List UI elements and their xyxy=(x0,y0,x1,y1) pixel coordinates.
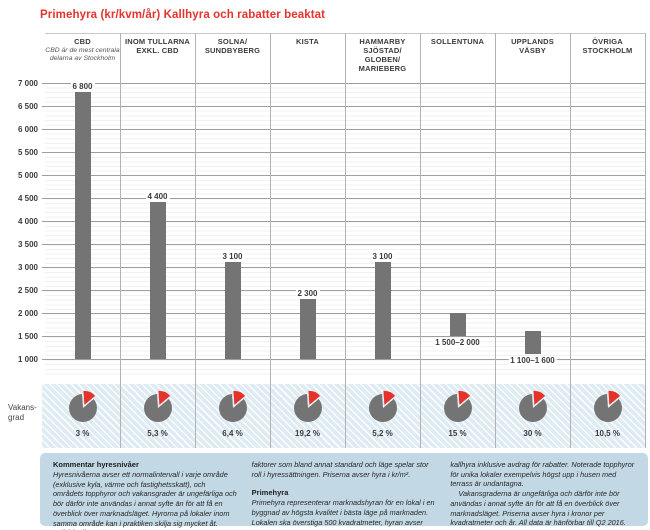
column-divider xyxy=(195,33,196,448)
gridline-5000 xyxy=(42,175,645,176)
y-axis-tick-label: 4 500 xyxy=(17,194,38,203)
rent-bar xyxy=(524,331,541,355)
y-axis-tick-label: 3 000 xyxy=(17,263,38,272)
vacancy-pie xyxy=(511,387,555,431)
vacancy-pie-icon xyxy=(518,390,547,422)
vacancy-pie-icon xyxy=(293,390,322,422)
vacancy-pie-icon xyxy=(143,390,172,422)
rent-value-label: 3 100 xyxy=(220,252,245,262)
gridline-2000 xyxy=(42,313,645,314)
gridline-6500 xyxy=(42,106,645,107)
vacancy-pie xyxy=(61,387,105,431)
rent-bar xyxy=(299,299,316,359)
gridline-4500 xyxy=(42,198,645,199)
column-header-4: KISTA xyxy=(296,37,319,46)
column-divider xyxy=(270,33,271,448)
rent-bar xyxy=(449,312,466,336)
vacancy-pie-icon xyxy=(593,390,622,422)
vacancy-pie xyxy=(436,387,480,431)
gridline-5500 xyxy=(42,152,645,153)
comment-text: kallhyra inklusive avdrag för rabatter. … xyxy=(450,460,635,489)
gridline-2500 xyxy=(42,290,645,291)
gridline-1500 xyxy=(42,336,645,337)
rent-bar xyxy=(374,262,391,359)
vacancy-pie-icon xyxy=(218,390,247,422)
column-divider xyxy=(120,33,121,448)
vacancy-value: 6,4 % xyxy=(222,429,243,438)
y-axis-tick-label: 1 500 xyxy=(17,332,38,341)
y-axis-tick-label: 2 000 xyxy=(17,309,38,318)
rent-bar xyxy=(224,262,241,359)
vacancy-value: 15 % xyxy=(448,429,467,438)
vacancy-value: 5,2 % xyxy=(372,429,393,438)
rent-bar xyxy=(149,202,166,359)
y-axis-tick-label: 3 500 xyxy=(17,240,38,249)
y-axis-tick-label: 5 000 xyxy=(17,171,38,180)
vacancy-pie xyxy=(136,387,180,431)
vacancy-value: 5,3 % xyxy=(147,429,168,438)
gridline-6000 xyxy=(42,129,645,130)
comment-box: Kommentar hyresnivåer Hyresnivåerna avse… xyxy=(40,453,648,530)
vacancy-row-label: Vakans- grad xyxy=(8,403,37,422)
y-axis-tick-label: 5 500 xyxy=(17,148,38,157)
y-axis-tick-label: 6 500 xyxy=(17,102,38,111)
vacancy-pie-icon xyxy=(443,390,472,422)
vacancy-pie xyxy=(211,387,255,431)
rent-value-label: 6 800 xyxy=(70,81,95,91)
column-header-8: ÖVRIGA STOCKHOLM xyxy=(582,37,633,55)
column-header-2: INOM TULLARNA EXKL. CBD xyxy=(124,37,191,55)
y-axis-tick-label: 1 000 xyxy=(17,355,38,364)
column-divider xyxy=(345,33,346,448)
comment-column-1: Kommentar hyresnivåer Hyresnivåerna avse… xyxy=(53,460,238,530)
vacancy-value: 19,2 % xyxy=(295,429,320,438)
comment-heading-primehyra: Primehyra xyxy=(251,488,289,498)
vacancy-pie xyxy=(361,387,405,431)
column-header-7: UPPLANDS VÄSBY xyxy=(511,37,554,55)
comment-text: Vakansgraderna är ungefärliga och därför… xyxy=(450,489,626,528)
rent-value-label: 3 100 xyxy=(370,252,395,262)
comment-column-2: faktorer som bland annat standard och lä… xyxy=(251,460,437,527)
gridline-4000 xyxy=(42,221,645,222)
column-divider xyxy=(495,33,496,448)
column-header-5: HAMMARBY SJÖSTAD/ GLOBEN/ MARIEBERG xyxy=(358,37,407,73)
vacancy-value: 30 % xyxy=(523,429,542,438)
rent-value-label: 4 400 xyxy=(145,192,170,202)
vacancy-pie-icon xyxy=(368,390,397,422)
cbd-definition-note: CBD är de mest centrala delarna av Stock… xyxy=(45,47,120,62)
page-title: Primehyra (kr/kvm/år) Kallhyra och rabat… xyxy=(40,9,326,21)
gridline-7000 xyxy=(42,83,645,84)
column-divider xyxy=(645,33,646,448)
gridline-3500 xyxy=(42,244,645,245)
y-axis-tick-label: 6 000 xyxy=(17,125,38,134)
vacancy-value: 3 % xyxy=(75,429,90,438)
vacancy-pie xyxy=(586,387,630,431)
rent-value-label: 1 500–2 000 xyxy=(433,337,482,347)
comment-text: Primehyra representerar marknadshyran fö… xyxy=(251,498,435,527)
column-divider xyxy=(570,33,571,448)
y-axis-tick-label: 2 500 xyxy=(17,286,38,295)
gridline-1000 xyxy=(42,359,645,360)
rent-value-label: 1 100–1 600 xyxy=(508,356,557,366)
y-axis-tick-label: 7 000 xyxy=(17,79,38,88)
vacancy-pie-icon xyxy=(68,390,97,422)
column-header-1: CBD CBD är de mest centrala delarna av St… xyxy=(45,37,120,62)
rent-value-label: 2 300 xyxy=(295,289,320,299)
column-divider xyxy=(420,33,421,448)
y-axis-tick-label: 4 000 xyxy=(17,217,38,226)
comment-text: Hyresnivåerna avser ett normalintervall … xyxy=(53,470,237,530)
vacancy-band xyxy=(42,384,645,448)
rent-bar xyxy=(74,91,91,359)
gridline-3000 xyxy=(42,267,645,268)
column-header-6: SOLLENTUNA xyxy=(430,37,485,46)
vacancy-value: 10,5 % xyxy=(595,429,620,438)
column-header-3: SOLNA/ SUNDBYBERG xyxy=(204,37,261,55)
comment-heading-hyresnivaer: Kommentar hyresnivåer xyxy=(53,460,139,469)
comment-text: faktorer som bland annat standard och lä… xyxy=(251,460,429,479)
comment-column-3: kallhyra inklusive avdrag för rabatter. … xyxy=(450,460,635,527)
vacancy-pie xyxy=(286,387,330,431)
